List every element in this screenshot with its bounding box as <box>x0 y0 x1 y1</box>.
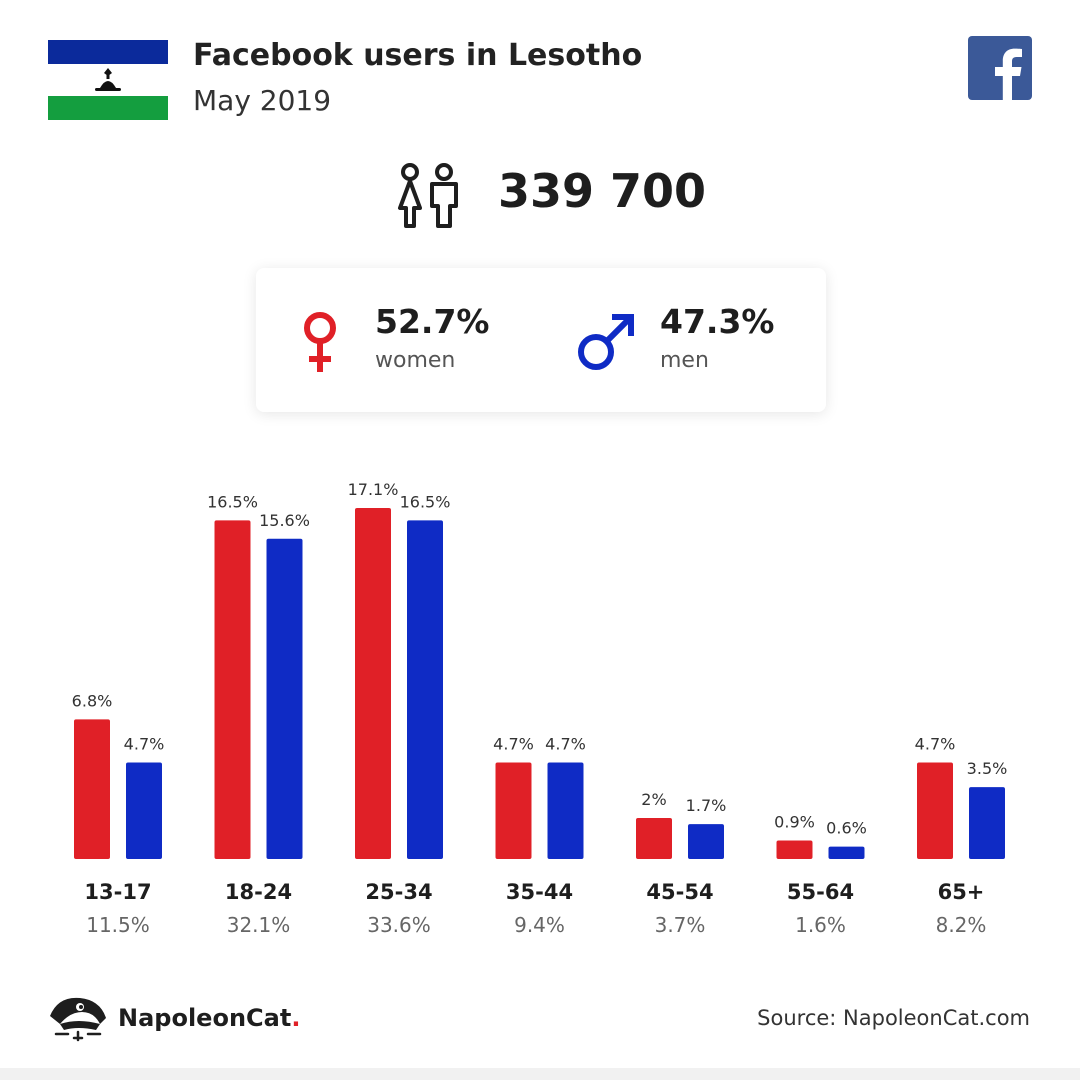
group-total-45-54: 3.7% <box>655 913 706 937</box>
bar-men-25-34 <box>407 520 443 859</box>
data-label-men-35-44: 4.7% <box>545 735 586 754</box>
gender-split-card: 52.7% women 47.3% men <box>256 268 826 412</box>
data-label-women-45-54: 2% <box>641 790 666 809</box>
men-label: men <box>660 348 709 373</box>
bar-women-55-64 <box>776 840 813 859</box>
source-credit: Source: NapoleonCat.com <box>757 1006 1030 1030</box>
bar-group-65+: 4.7% 3.5% 65+ 8.2% <box>915 735 1008 937</box>
group-total-13-17: 11.5% <box>86 913 150 937</box>
men-percentage: 47.3% <box>660 302 775 341</box>
facebook-logo-icon[interactable] <box>968 36 1032 100</box>
category-label-45-54: 45-54 <box>646 880 713 904</box>
bar-women-45-54 <box>636 817 672 859</box>
group-total-65+: 8.2% <box>936 913 987 937</box>
category-label-55-64: 55-64 <box>787 880 854 904</box>
data-label-women-13-17: 6.8% <box>72 691 113 710</box>
data-label-men-45-54: 1.7% <box>686 796 727 815</box>
data-label-women-18-24: 16.5% <box>207 492 258 511</box>
lesotho-flag-icon <box>48 40 168 120</box>
people-icon <box>398 163 458 228</box>
bar-group-45-54: 2% 1.7% 45-54 3.7% <box>636 790 726 937</box>
bar-women-65+ <box>917 762 953 859</box>
group-total-55-64: 1.6% <box>795 913 846 937</box>
bar-men-35-44 <box>547 762 584 859</box>
category-label-65+: 65+ <box>938 880 985 904</box>
women-label: women <box>375 348 456 373</box>
data-label-women-65+: 4.7% <box>915 735 956 754</box>
bar-group-35-44: 4.7% 4.7% 35-44 9.4% <box>493 735 586 937</box>
bar-women-13-17 <box>74 719 110 859</box>
data-label-women-25-34: 17.1% <box>348 480 399 499</box>
category-label-18-24: 18-24 <box>225 880 292 904</box>
category-label-35-44: 35-44 <box>506 880 573 904</box>
bar-men-18-24 <box>266 538 303 859</box>
category-label-13-17: 13-17 <box>84 880 151 904</box>
group-total-35-44: 9.4% <box>514 913 565 937</box>
data-label-men-18-24: 15.6% <box>259 511 310 530</box>
data-label-men-13-17: 4.7% <box>124 735 165 754</box>
data-label-women-55-64: 0.9% <box>774 813 815 832</box>
category-label-25-34: 25-34 <box>365 880 432 904</box>
female-symbol-icon <box>304 312 336 372</box>
bar-women-35-44 <box>495 762 532 859</box>
women-percentage: 52.7% <box>375 302 490 341</box>
bar-group-25-34: 17.1%16.5% 25-34 33.6% <box>348 480 451 937</box>
bar-group-18-24: 16.5%15.6% 18-24 32.1% <box>207 492 310 937</box>
bar-women-25-34 <box>355 508 391 859</box>
bottom-strip <box>0 1068 1080 1080</box>
bar-group-13-17: 6.8% 4.7% 13-17 11.5% <box>72 691 165 937</box>
bar-men-65+ <box>969 787 1005 859</box>
total-users: 339 700 <box>498 164 707 218</box>
page-title: Facebook users in Lesotho <box>193 38 643 73</box>
brand-name: NapoleonCat. <box>118 1004 301 1032</box>
male-symbol-icon <box>578 314 634 370</box>
data-label-women-35-44: 4.7% <box>493 735 534 754</box>
data-label-men-55-64: 0.6% <box>826 819 867 838</box>
napoleoncat-logo-icon <box>50 997 106 1042</box>
page-subtitle: May 2019 <box>193 84 332 117</box>
bar-men-45-54 <box>688 824 724 859</box>
bar-men-13-17 <box>126 762 162 859</box>
data-label-men-65+: 3.5% <box>967 759 1008 778</box>
data-label-men-25-34: 16.5% <box>400 492 451 511</box>
bar-group-55-64: 0.9% 0.6% 55-64 1.6% <box>774 813 867 937</box>
bar-men-55-64 <box>828 846 865 859</box>
group-total-18-24: 32.1% <box>227 913 291 937</box>
group-total-25-34: 33.6% <box>367 913 431 937</box>
bar-women-18-24 <box>214 520 251 859</box>
